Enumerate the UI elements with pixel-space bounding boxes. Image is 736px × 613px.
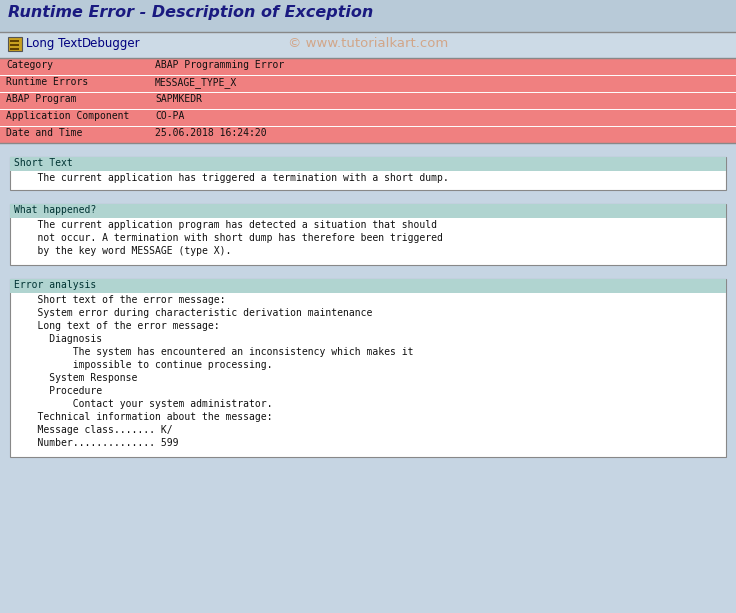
Text: Long text of the error message:: Long text of the error message: (14, 321, 219, 331)
Text: by the key word MESSAGE (type X).: by the key word MESSAGE (type X). (14, 246, 231, 256)
Bar (10, 204, 726, 218)
Bar (0, 75, 736, 92)
Text: Application Component: Application Component (6, 111, 130, 121)
Text: ABAP Programming Error: ABAP Programming Error (155, 60, 284, 70)
Bar (10, 279, 726, 457)
Bar (10, 204, 726, 265)
Text: Contact your system administrator.: Contact your system administrator. (14, 399, 272, 409)
Text: © www.tutorialkart.com: © www.tutorialkart.com (288, 37, 448, 50)
Text: Diagnosis: Diagnosis (14, 334, 102, 344)
Text: SAPMKEDR: SAPMKEDR (155, 94, 202, 104)
Bar (8, 37, 22, 51)
Bar (0, 109, 736, 126)
Bar (0, 32, 736, 58)
Text: Number.............. 599: Number.............. 599 (14, 438, 179, 448)
Text: Category: Category (6, 60, 53, 70)
Text: impossible to continue processing.: impossible to continue processing. (14, 360, 272, 370)
Text: not occur. A termination with short dump has therefore been triggered: not occur. A termination with short dump… (14, 233, 443, 243)
Text: Procedure: Procedure (14, 386, 102, 396)
Text: MESSAGE_TYPE_X: MESSAGE_TYPE_X (155, 77, 237, 88)
Bar (10, 157, 726, 171)
Text: Debugger: Debugger (82, 37, 141, 50)
Bar (0, 92, 736, 109)
Bar (10, 157, 726, 190)
Bar (10, 48, 19, 50)
Text: ABAP Program: ABAP Program (6, 94, 77, 104)
Text: Technical information about the message:: Technical information about the message: (14, 412, 272, 422)
Text: What happened?: What happened? (14, 205, 96, 215)
Bar (0, 0, 736, 32)
Text: The current application has triggered a termination with a short dump.: The current application has triggered a … (14, 173, 449, 183)
Text: Runtime Error - Description of Exception: Runtime Error - Description of Exception (8, 5, 373, 20)
Bar (10, 279, 726, 293)
Text: Runtime Errors: Runtime Errors (6, 77, 88, 87)
Text: The current application program has detected a situation that should: The current application program has dete… (14, 220, 437, 230)
Text: Message class....... K/: Message class....... K/ (14, 425, 173, 435)
Bar (10, 40, 19, 42)
Text: CO-PA: CO-PA (155, 111, 185, 121)
Text: 25.06.2018 16:24:20: 25.06.2018 16:24:20 (155, 128, 266, 138)
Text: The system has encountered an inconsistency which makes it: The system has encountered an inconsiste… (14, 347, 414, 357)
Bar (0, 126, 736, 143)
Bar (0, 58, 736, 75)
Bar (10, 44, 19, 46)
Text: System Response: System Response (14, 373, 138, 383)
Text: Long Text: Long Text (26, 37, 82, 50)
Text: System error during characteristic derivation maintenance: System error during characteristic deriv… (14, 308, 372, 318)
Text: Date and Time: Date and Time (6, 128, 82, 138)
Text: Short text of the error message:: Short text of the error message: (14, 295, 225, 305)
Text: Error analysis: Error analysis (14, 280, 96, 290)
Text: Short Text: Short Text (14, 158, 73, 168)
